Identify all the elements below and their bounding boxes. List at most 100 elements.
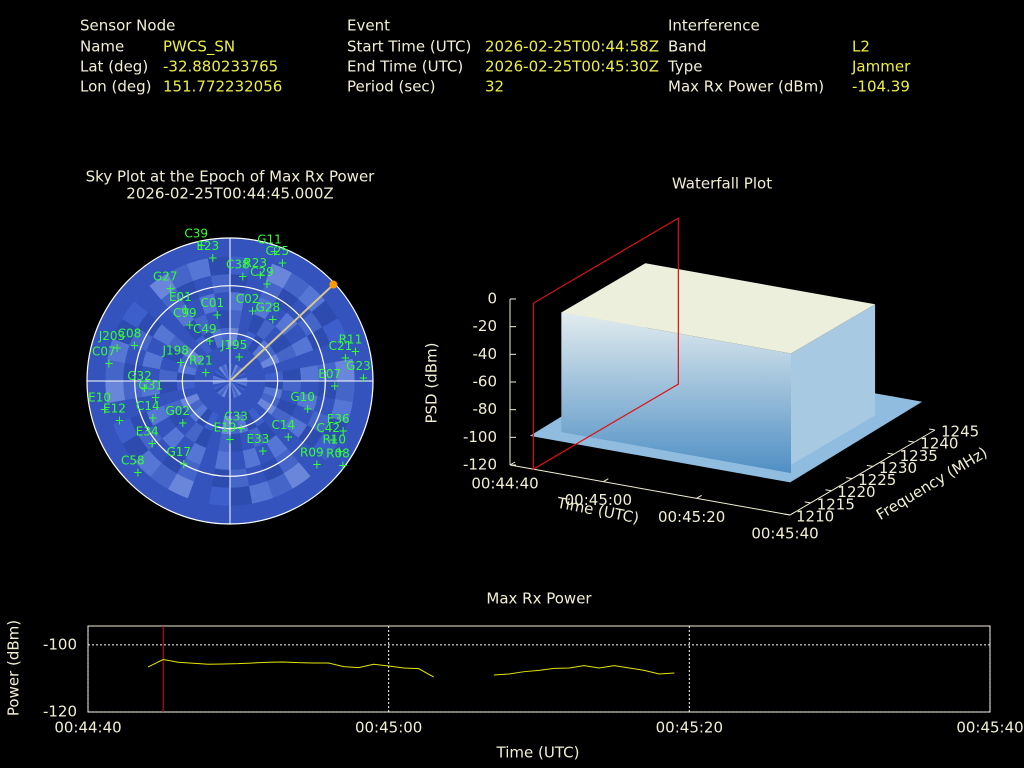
satellite-label: C08 <box>118 327 142 341</box>
power-title: Max Rx Power <box>486 590 592 608</box>
satellite-marker: + <box>262 277 272 291</box>
satellite-marker: + <box>151 391 161 405</box>
satellite-label: C14 <box>271 418 295 432</box>
z-tick-label: 1215 <box>817 495 855 513</box>
satellite-label: E34 <box>136 424 159 438</box>
surface-right <box>791 304 876 465</box>
satellite-marker: + <box>312 457 322 471</box>
tick <box>783 513 791 516</box>
z-tick-label: 1235 <box>900 447 938 465</box>
satellite-marker: + <box>180 302 190 316</box>
sky-title: Sky Plot at the Epoch of Max Rx Power <box>86 168 376 186</box>
field-value: 2026-02-25T00:44:58Z <box>485 38 659 56</box>
satellite-label: C42 <box>316 421 340 435</box>
field-label: Name <box>80 38 124 56</box>
satellite-marker: + <box>176 356 186 370</box>
satellite-marker: + <box>350 345 360 359</box>
satellite-label: G02 <box>165 404 190 418</box>
section-title: Interference <box>668 17 760 35</box>
field-label: Start Time (UTC) <box>347 38 471 56</box>
satellite-label: R23 <box>243 256 267 270</box>
satellite-marker: + <box>139 381 149 395</box>
epoch-plane <box>532 217 679 471</box>
satellite-marker: + <box>268 312 278 326</box>
satellite-marker: + <box>277 256 287 270</box>
sky-cell <box>229 468 250 489</box>
tick <box>928 428 936 431</box>
sky-cell <box>229 237 256 259</box>
satellite-marker: + <box>340 351 350 365</box>
z-tick-label: 1220 <box>837 483 875 501</box>
satellite-label: C58 <box>121 454 145 468</box>
x-tick-label: 00:45:20 <box>656 719 723 737</box>
field-value: PWCS_SN <box>163 38 235 57</box>
plot-frame <box>87 625 991 713</box>
satellite-label: C99 <box>173 306 197 320</box>
field-value: L2 <box>852 38 870 56</box>
satellite-marker: + <box>165 282 175 296</box>
tick <box>846 477 853 480</box>
field-value: -32.880233765 <box>163 58 278 76</box>
tick <box>908 440 915 443</box>
satellite-label: E12 <box>103 402 126 416</box>
satellite-label: C38 <box>226 257 250 271</box>
tick <box>789 511 796 516</box>
satellite-label: E36 <box>327 412 350 426</box>
jammer-marker <box>329 280 338 289</box>
satellite-label: E19 <box>214 420 237 434</box>
satellite-marker: + <box>185 318 195 332</box>
tick <box>887 452 894 455</box>
sky-cell <box>299 364 320 382</box>
surface-top <box>561 263 876 354</box>
field-value: 2026-02-25T00:45:30Z <box>485 58 659 76</box>
x-tick-label: 00:45:40 <box>956 719 1023 737</box>
satellite-label: G28 <box>256 300 281 314</box>
satellite-label: C14 <box>136 399 160 413</box>
sky-cell <box>210 273 231 294</box>
x-tick-label: 00:45:40 <box>751 525 818 543</box>
power-y-label: Power (dBm) <box>5 620 23 716</box>
satellite-marker: + <box>303 402 313 416</box>
waterfall-title: Waterfall Plot <box>672 175 772 193</box>
y-tick-label: -20 <box>473 317 498 335</box>
satellite-label: G23 <box>346 359 371 373</box>
y-tick-label: -100 <box>463 428 497 446</box>
y-tick-label: -80 <box>473 400 498 418</box>
satellite-marker: + <box>258 444 268 458</box>
axis-line <box>509 464 791 516</box>
sky-cell <box>204 503 231 525</box>
satellite-label: C02 <box>236 292 260 306</box>
field-value: 151.772232056 <box>163 78 282 96</box>
field-label: Max Rx Power (dBm) <box>668 78 824 96</box>
y-tick-label: -40 <box>473 345 498 363</box>
satellite-label: R08 <box>326 447 350 461</box>
satellite-marker: + <box>112 341 122 355</box>
surface-front <box>561 312 791 474</box>
field-label: Type <box>667 58 702 76</box>
satellite-marker: + <box>100 402 110 416</box>
field-label: Band <box>668 38 707 56</box>
axis-line <box>789 429 936 516</box>
sky-cell <box>207 486 231 507</box>
satellite-marker: + <box>330 379 340 393</box>
satellite-label: E01 <box>169 290 192 304</box>
power-x-label: Time (UTC) <box>496 744 580 762</box>
psd-label: PSD (dBm) <box>423 342 441 423</box>
section-title: Event <box>347 17 390 35</box>
field-label: Lon (deg) <box>80 78 152 96</box>
tick <box>603 478 609 483</box>
satellite-label: R10 <box>322 432 346 446</box>
satellite-marker: + <box>358 371 368 385</box>
satellite-label: G10 <box>290 390 315 404</box>
satellite-label: E23 <box>196 239 219 253</box>
satellite-marker: + <box>334 444 344 458</box>
satellite-marker: + <box>129 339 139 353</box>
satellite-marker: + <box>212 308 222 322</box>
satellite-label: J195 <box>220 338 247 352</box>
tick <box>509 461 516 466</box>
z-tick-label: 1230 <box>879 459 917 477</box>
satellite-marker: + <box>196 238 206 252</box>
y-tick-label: -120 <box>43 703 77 721</box>
satellite-marker: + <box>236 421 246 435</box>
